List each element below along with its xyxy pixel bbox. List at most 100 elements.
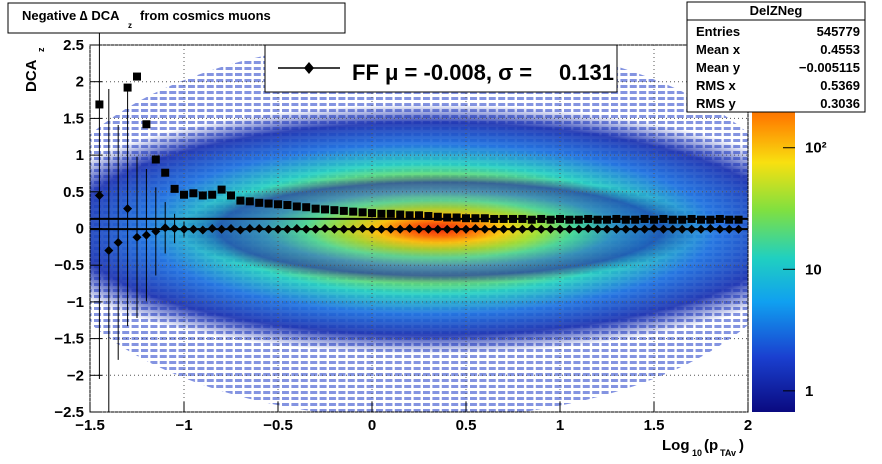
mean-point [517, 224, 527, 234]
y-label: DCA [23, 59, 40, 92]
sigma-point [659, 214, 668, 223]
stats-label: Mean y [696, 60, 741, 75]
x-tick-label: 2 [744, 417, 752, 434]
sigma-point [151, 155, 160, 164]
mean-point [583, 224, 593, 233]
mean-point [536, 224, 546, 234]
sigma-point [339, 206, 348, 215]
mean-point [198, 225, 208, 235]
sigma-point [584, 214, 593, 223]
sigma-point [142, 120, 151, 129]
sigma-point [396, 210, 405, 219]
mean-point [207, 224, 217, 233]
mean-point [367, 224, 377, 234]
mean-point [423, 224, 433, 234]
mean-point [696, 224, 706, 234]
legend-label: FF μ = -0.008, σ = [352, 60, 532, 85]
mean-point [621, 224, 631, 234]
x-label-main: Log [662, 437, 690, 454]
mean-point [123, 204, 133, 214]
mean-point [499, 224, 509, 234]
sigma-point [433, 212, 442, 221]
x-tick-label: −1 [175, 417, 192, 434]
sigma-point [593, 215, 602, 224]
x-tick-label: 1 [556, 417, 564, 434]
y-tick-label: −2 [67, 367, 84, 384]
sigma-point [95, 100, 104, 109]
y-tick-label: 2 [76, 74, 84, 91]
sigma-point [715, 214, 724, 223]
sigma-point [292, 202, 301, 211]
y-tick-label: 1 [76, 147, 84, 164]
x-label-p: (p [704, 437, 718, 454]
mean-point [170, 224, 180, 233]
sigma-point [349, 207, 358, 216]
sigma-point [631, 215, 640, 224]
sigma-point [123, 83, 132, 92]
mean-point [715, 224, 725, 234]
x-label-close: ) [739, 437, 744, 454]
mean-point [489, 224, 499, 234]
sigma-point [180, 190, 188, 199]
stats-value: 0.3036 [820, 96, 860, 111]
stats-value: 545779 [817, 24, 860, 39]
mean-point [470, 224, 480, 233]
sigma-point [264, 199, 273, 208]
title: Negative ∆ DCA [22, 8, 120, 23]
mean-point [405, 224, 415, 233]
sigma-point [537, 214, 546, 223]
mean-point [649, 224, 659, 233]
stats-box: DelZNeg Entries 545779 Mean x 0.4553 Mean y −… [686, 1, 866, 113]
stats-value: 0.4553 [820, 42, 860, 57]
sigma-point [415, 211, 423, 220]
sigma-point [697, 215, 705, 224]
mean-point [104, 246, 114, 256]
mean-point [611, 224, 621, 234]
mean-point [386, 224, 396, 234]
mean-point [376, 224, 386, 234]
sigma-point [245, 197, 254, 206]
x-label-sub: 10 [692, 448, 702, 458]
y-tick-label: −1.5 [54, 331, 84, 348]
y-tick-label: 0.5 [63, 184, 84, 201]
stats-label: RMS x [696, 78, 737, 93]
sigma-point [255, 198, 264, 207]
mean-point [527, 224, 537, 233]
x-label: Log 10 (p TAv ) [662, 437, 744, 458]
stats-value: 0.5369 [820, 78, 860, 93]
y-tick-label: −1 [67, 294, 84, 311]
sigma-point [283, 201, 292, 210]
sigma-point [227, 191, 235, 200]
mean-point [546, 224, 556, 234]
mean-point [480, 224, 490, 234]
sigma-point [527, 215, 536, 224]
sigma-point [725, 215, 734, 224]
sigma-point [133, 72, 141, 81]
stats-title: DelZNeg [750, 3, 803, 18]
mean-point [320, 224, 330, 233]
mean-point [264, 224, 274, 234]
sigma-point [565, 215, 574, 224]
mean-point [235, 225, 245, 235]
z-tick-label: 10 [805, 261, 822, 278]
sigma-point [678, 215, 687, 224]
sigma-point [612, 214, 621, 223]
mean-point [141, 230, 151, 240]
mean-point [245, 224, 255, 233]
sigma-point [518, 214, 527, 223]
mean-point [433, 224, 443, 234]
mean-point [292, 224, 302, 233]
stats-label: RMS y [696, 96, 737, 111]
sigma-point [236, 196, 245, 205]
x-tick-label: 0.5 [456, 417, 477, 434]
stats-label: Mean x [696, 42, 741, 57]
z-tick-label: 1 [805, 383, 813, 400]
sigma-point [170, 184, 179, 193]
x-tick-label: −0.5 [263, 417, 293, 434]
title-rest: from cosmics muons [140, 8, 271, 23]
sigma-point [424, 212, 433, 221]
legend-sigma: 0.131 [559, 60, 614, 85]
sigma-point [274, 200, 282, 209]
sigma-point [302, 203, 311, 212]
mean-point [734, 224, 744, 234]
